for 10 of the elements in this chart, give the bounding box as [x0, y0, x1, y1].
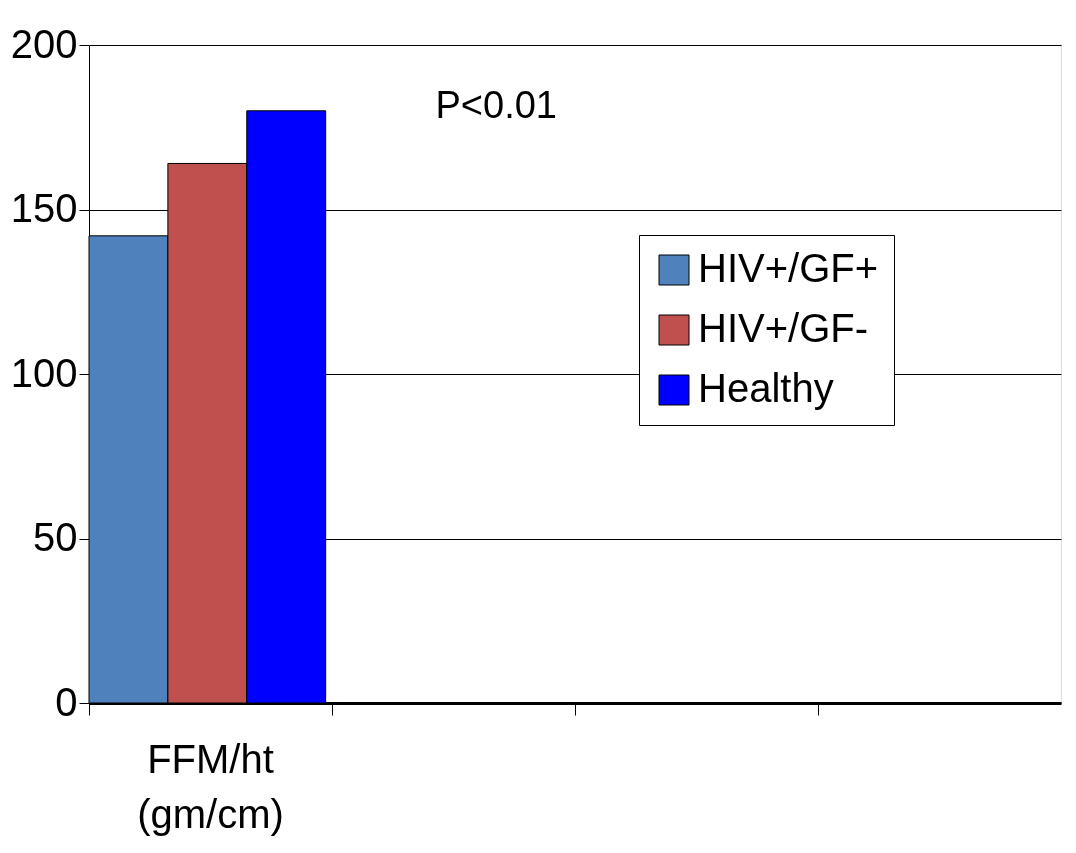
legend-label: HIV+/GF-	[698, 306, 869, 350]
y-tick-label: 150	[10, 186, 78, 230]
annotation: P<0.01	[435, 83, 557, 126]
y-tick-label: 50	[33, 515, 78, 559]
legend-label: HIV+/GF+	[698, 246, 879, 290]
legend-label: Healthy	[698, 366, 834, 410]
y-tick-label: 0	[55, 679, 78, 724]
x-tick-label: FFM/ht (gm/cm)	[137, 736, 284, 836]
y-tick-label: 100	[10, 350, 78, 395]
y-tick-label: 200	[10, 21, 78, 66]
